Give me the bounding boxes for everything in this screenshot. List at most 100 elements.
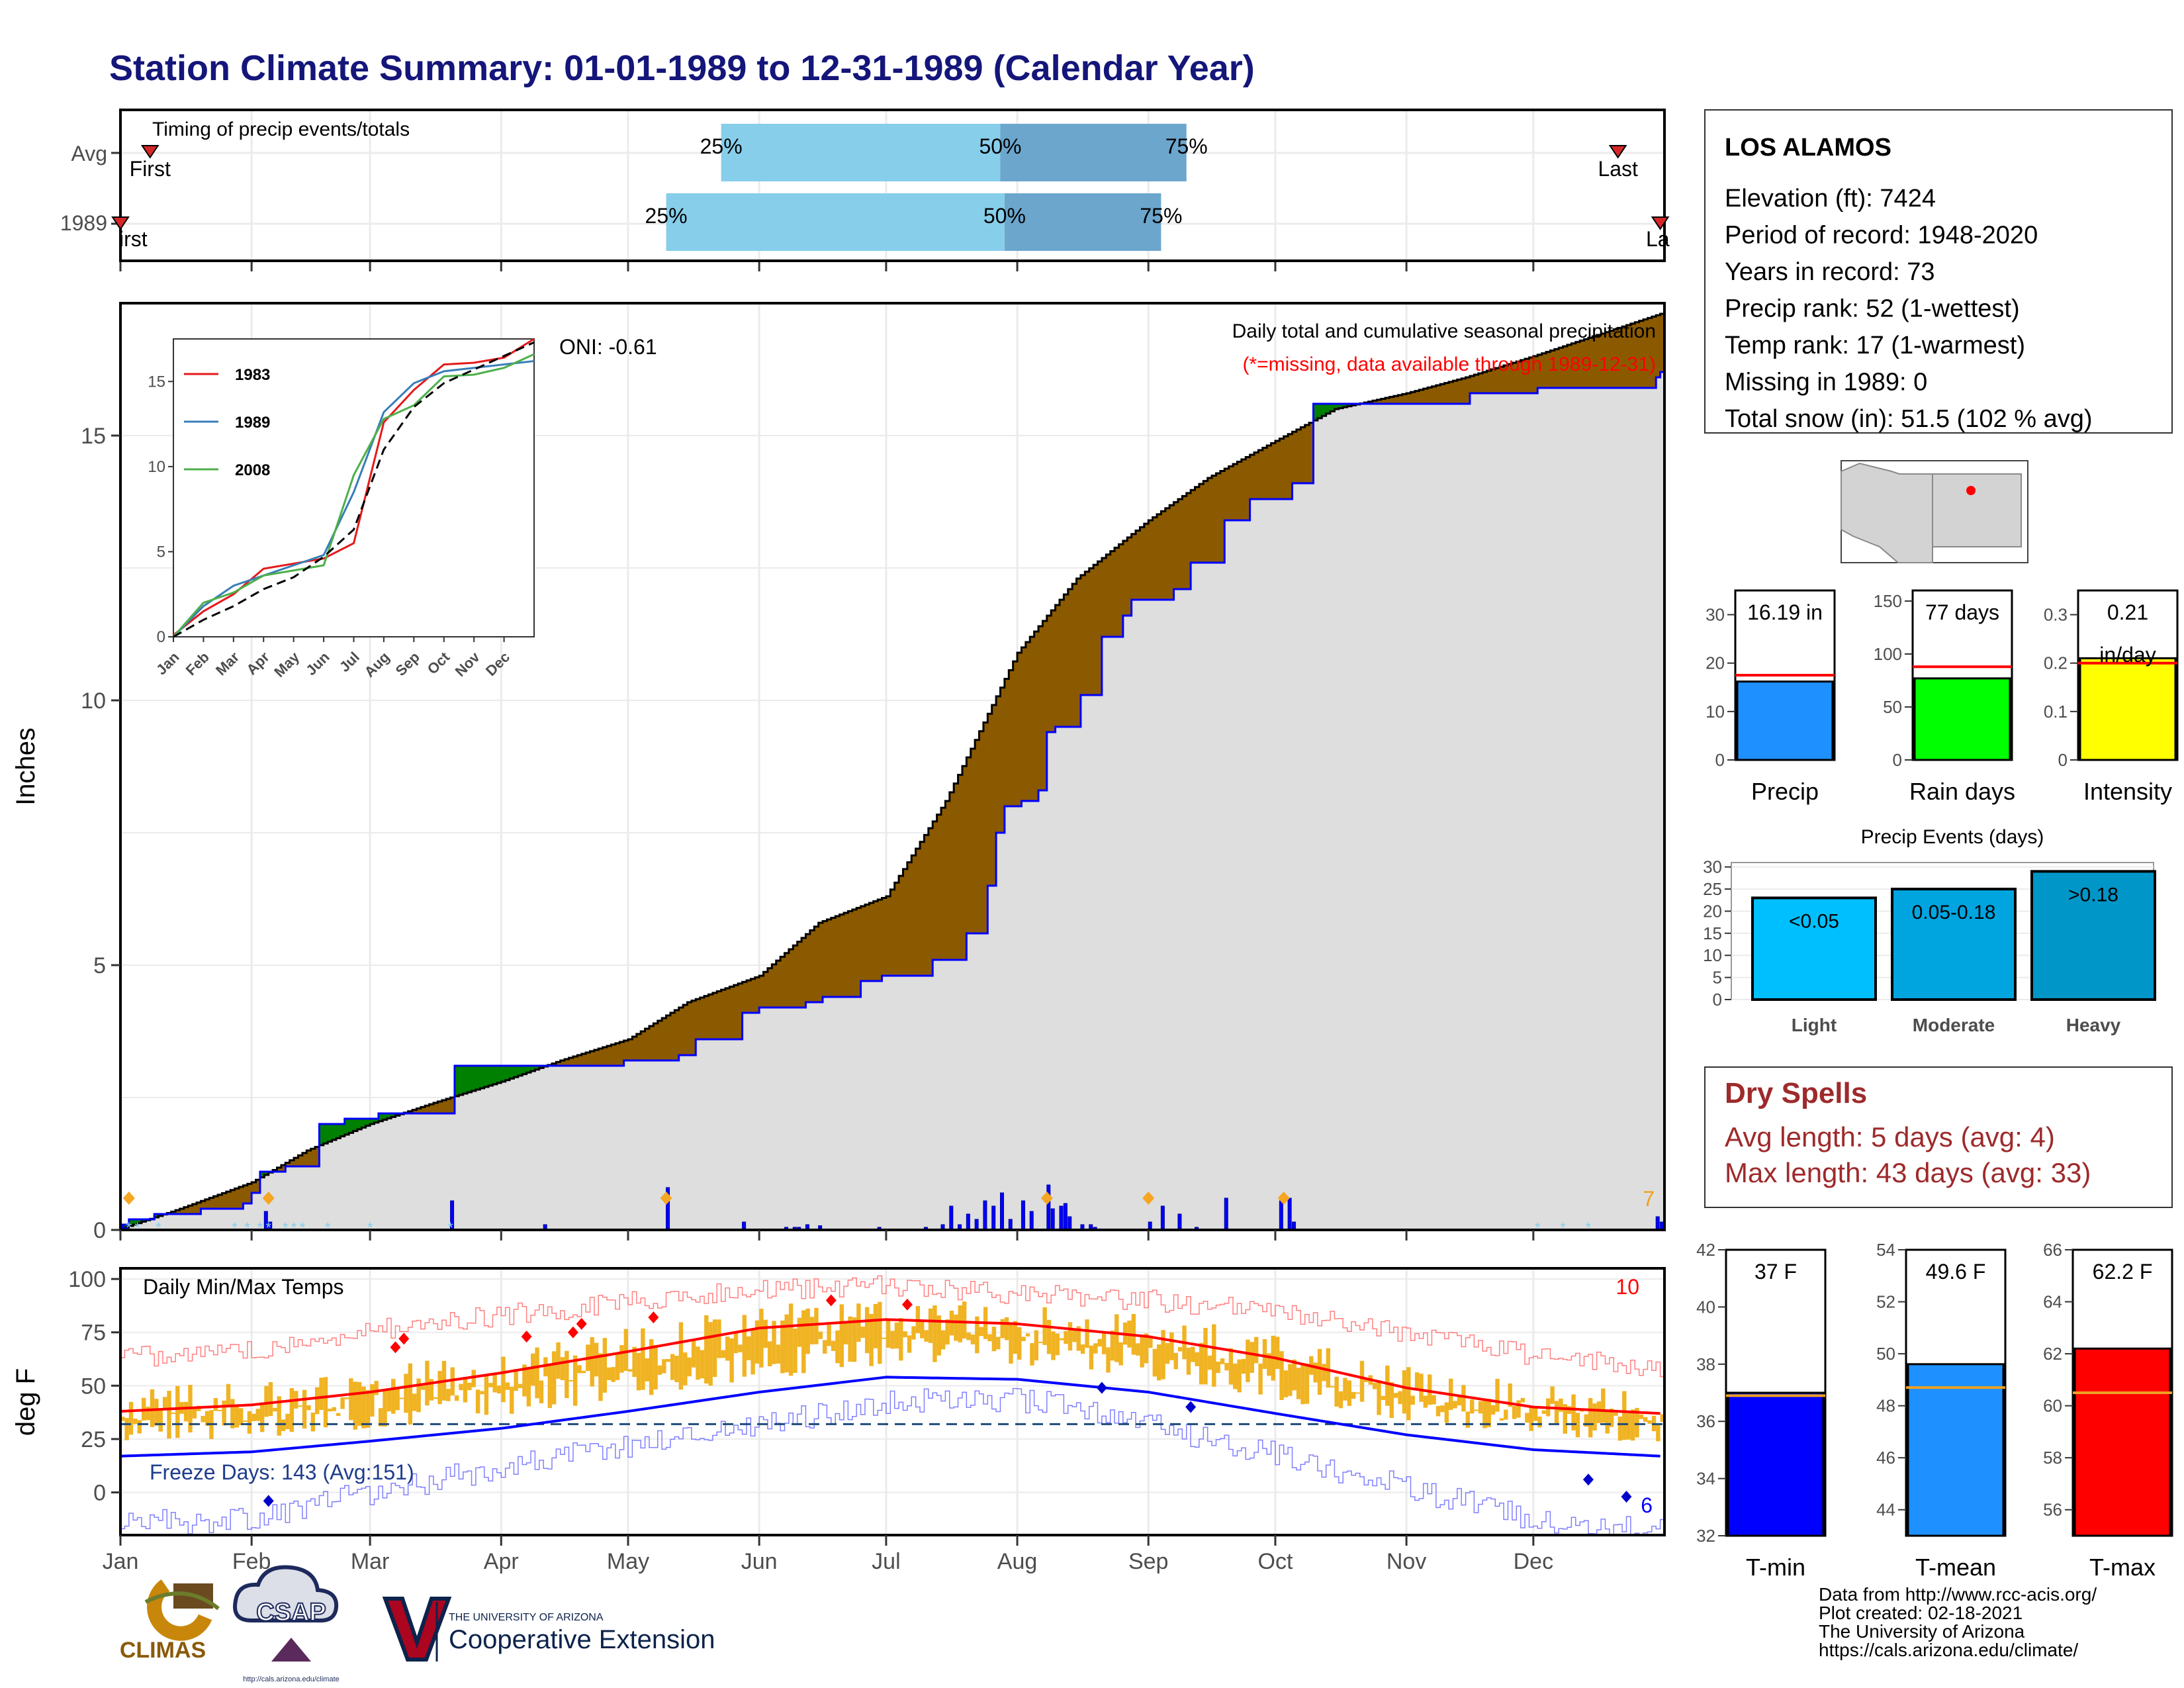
daily-temp-range-bar — [1300, 1363, 1305, 1405]
daily-temp-range-bar — [1372, 1382, 1377, 1389]
daily-temp-range-bar — [674, 1356, 679, 1383]
daily-temp-range-bar — [839, 1304, 844, 1368]
daily-temp-range-bar — [370, 1384, 375, 1417]
temp-y-tick-label: 75 — [81, 1321, 106, 1346]
summary-category-label: T-max — [2089, 1554, 2156, 1581]
daily-temp-range-bar — [805, 1308, 810, 1354]
daily-temp-range-bar — [911, 1326, 916, 1340]
daily-temp-range-bar — [340, 1397, 345, 1409]
daily-temp-range-bar — [230, 1399, 235, 1429]
daily-precip-bar — [268, 1221, 273, 1230]
daily-temp-range-bar — [991, 1327, 997, 1352]
daily-temp-range-bar — [454, 1395, 459, 1401]
daily-temp-range-bar — [641, 1328, 645, 1390]
record-high-marker — [901, 1298, 913, 1311]
daily-temp-range-bar — [1563, 1404, 1567, 1434]
daily-temp-range-bar — [1038, 1341, 1043, 1343]
daily-temp-range-bar — [687, 1357, 692, 1377]
daily-temp-range-bar — [416, 1378, 421, 1413]
daily-temp-range-bar — [310, 1413, 316, 1432]
daily-temp-range-bar — [1165, 1342, 1170, 1364]
daily-temp-range-bar — [1283, 1370, 1289, 1397]
daily-precip-bar — [1050, 1208, 1055, 1230]
daily-temp-range-bar — [467, 1382, 472, 1391]
daily-temp-range-bar — [882, 1337, 886, 1339]
daily-temp-range-bar — [1453, 1401, 1457, 1409]
daily-temp-range-bar — [501, 1356, 506, 1403]
daily-temp-range-bar — [958, 1305, 962, 1342]
daily-temp-range-bar — [298, 1405, 302, 1407]
daily-temp-range-bar — [1025, 1333, 1030, 1336]
daily-temp-range-bar — [332, 1407, 336, 1411]
inset-plot-border — [173, 338, 535, 637]
daily-precip-bar — [805, 1224, 809, 1230]
daily-temp-range-bar — [264, 1385, 269, 1417]
daily-temp-range-bar — [598, 1353, 603, 1401]
daily-temp-range-bar — [835, 1330, 840, 1364]
daily-temp-range-bar — [459, 1383, 463, 1391]
daily-temp-range-bar — [154, 1399, 159, 1426]
daily-temp-range-bar — [1377, 1380, 1381, 1415]
daily-temp-range-bar — [1490, 1405, 1496, 1415]
daily-temp-range-bar — [1596, 1401, 1602, 1423]
daily-temp-range-bar — [666, 1359, 670, 1362]
daily-temp-range-bar — [725, 1336, 730, 1361]
daily-temp-range-bar — [1338, 1391, 1343, 1409]
snow-day-marker: * — [265, 1219, 271, 1236]
daily-temp-range-bar — [1504, 1409, 1508, 1420]
daily-temp-range-bar — [535, 1347, 539, 1399]
climas-logo: CLIMAS — [120, 1579, 220, 1663]
daily-temp-range-bar — [201, 1415, 205, 1423]
station-detail-line: Missing in 1989: 0 — [1725, 369, 1927, 397]
daily-temp-range-bar — [565, 1350, 569, 1399]
inset-y-tick-label: 15 — [148, 373, 165, 391]
month-label: Nov — [1387, 1549, 1426, 1574]
summary-y-tick-label: 66 — [2043, 1240, 2062, 1260]
daily-temp-range-bar — [344, 1397, 349, 1399]
record-low-marker — [1185, 1401, 1197, 1413]
daily-temp-range-bar — [581, 1370, 586, 1374]
summary-y-tick-label: 150 — [1874, 591, 1902, 611]
daily-temp-range-bar — [831, 1340, 836, 1351]
snow-day-marker: * — [257, 1219, 263, 1236]
daily-temp-range-bar — [475, 1389, 480, 1414]
daily-temp-range-bar — [1520, 1397, 1525, 1403]
precip-events-title: Precip Events (days) — [1861, 826, 2044, 848]
daily-temp-range-bar — [1156, 1344, 1161, 1381]
daily-temp-range-bar — [717, 1319, 721, 1358]
summary-bar — [1907, 1363, 2005, 1537]
daily-temp-range-bar — [1021, 1336, 1026, 1341]
daily-temp-range-bar — [1101, 1332, 1107, 1354]
month-label: Mar — [351, 1549, 390, 1574]
precip-event-value-label: >0.18 — [2068, 884, 2118, 906]
precip-y-tick-label: 0 — [93, 1218, 106, 1243]
daily-temp-range-bar — [903, 1331, 907, 1338]
daily-temp-range-bar — [645, 1358, 649, 1382]
daily-precip-bar — [1177, 1213, 1182, 1230]
daily-temp-range-bar — [1647, 1420, 1652, 1424]
daily-temp-range-bar — [886, 1319, 891, 1348]
daily-temp-range-bar — [809, 1317, 815, 1344]
daily-temp-range-bar — [285, 1413, 290, 1430]
footer-line-2: Plot created: 02-18-2021 — [1819, 1603, 2023, 1623]
daily-temp-range-bar — [412, 1393, 417, 1411]
cumulative-base-area — [120, 372, 1664, 1230]
precip-axes: 0 5 10 15 — [81, 424, 1535, 1243]
daily-precip-bar — [940, 1224, 945, 1230]
daily-temp-range-bar — [531, 1353, 535, 1386]
daily-temp-range-bar — [281, 1419, 286, 1431]
daily-temp-range-bar — [1186, 1347, 1191, 1375]
daily-temp-range-bar — [387, 1389, 392, 1412]
snow-day-marker: * — [291, 1219, 297, 1236]
daily-temp-range-bar — [1656, 1425, 1661, 1442]
daily-temp-range-bar — [683, 1352, 688, 1385]
daily-temp-range-bar — [395, 1389, 400, 1411]
record-high-marker — [390, 1341, 401, 1354]
daily-temp-range-bar — [1428, 1374, 1432, 1405]
daily-temp-range-bar — [1465, 1411, 1470, 1429]
daily-temp-range-bar — [1588, 1398, 1593, 1438]
daily-precip-bar — [742, 1221, 747, 1230]
daily-temp-range-bar — [1402, 1370, 1407, 1414]
daily-temp-range-bar — [510, 1386, 514, 1414]
summary-y-tick-label: 38 — [1696, 1354, 1715, 1374]
